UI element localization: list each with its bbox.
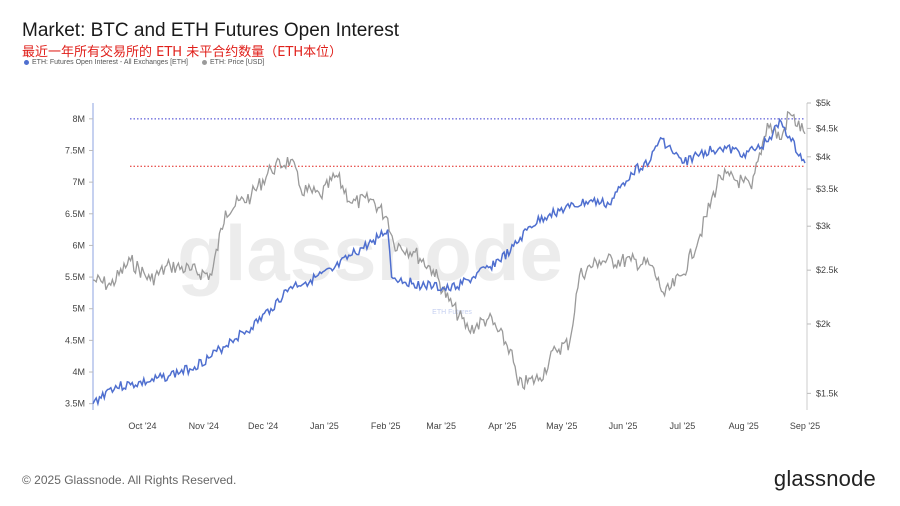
watermark: glassnode <box>177 209 563 297</box>
copyright: © 2025 Glassnode. All Rights Reserved. <box>22 473 237 487</box>
watermark-sub: ETH Futures <box>432 309 472 316</box>
y-right-tick-4: $3.5k <box>816 184 839 194</box>
legend: ETH: Futures Open Interest - All Exchang… <box>24 59 264 66</box>
reference-lines <box>130 118 805 167</box>
x-tick-10: Aug '25 <box>729 421 759 431</box>
y-right-tick-1: $2k <box>816 319 831 329</box>
x-tick-2: Dec '24 <box>248 421 278 431</box>
y-left-tick-5: 6M <box>72 240 85 250</box>
x-tick-6: Apr '25 <box>488 421 516 431</box>
x-tick-8: Jun '25 <box>609 421 638 431</box>
y-left-tick-8: 7.5M <box>65 145 85 155</box>
y-left-tick-2: 4.5M <box>65 335 85 345</box>
legend-swatch-oi <box>24 60 29 65</box>
x-tick-5: Mar '25 <box>426 421 456 431</box>
x-tick-9: Jul '25 <box>670 421 696 431</box>
legend-label-price: ETH: Price [USD] <box>210 59 265 66</box>
glassnode-logo[interactable]: glassnode <box>773 466 876 491</box>
y-left-tick-9: 8M <box>72 114 85 124</box>
y-right-tick-3: $3k <box>816 221 831 231</box>
y-left-tick-6: 6.5M <box>65 209 85 219</box>
y-right-tick-0: $1.5k <box>816 388 839 398</box>
x-tick-7: May '25 <box>546 421 577 431</box>
chart-title: Market: BTC and ETH Futures Open Interes… <box>22 20 399 41</box>
y-right-tick-6: $4.5k <box>816 123 839 133</box>
x-tick-4: Feb '25 <box>371 421 401 431</box>
y-right-tick-5: $4k <box>816 152 831 162</box>
x-tick-0: Oct '24 <box>128 421 156 431</box>
y-left-tick-1: 4M <box>72 367 85 377</box>
x-tick-3: Jan '25 <box>310 421 339 431</box>
price-series-line <box>92 110 806 391</box>
legend-label-oi: ETH: Futures Open Interest - All Exchang… <box>32 59 189 66</box>
oi-series-line <box>92 117 806 407</box>
x-tick-11: Sep '25 <box>790 421 820 431</box>
legend-item-price[interactable]: ETH: Price [USD] <box>202 59 264 66</box>
x-tick-1: Nov '24 <box>189 421 219 431</box>
y-left-tick-0: 3.5M <box>65 399 85 409</box>
y-axis-left: 3.5M 4M 4.5M 5M 5.5M 6M 6.5M 7M 7.5M 8M <box>65 114 93 409</box>
y-left-tick-7: 7M <box>72 177 85 187</box>
legend-item-oi[interactable]: ETH: Futures Open Interest - All Exchang… <box>24 59 188 66</box>
y-left-tick-3: 5M <box>72 304 85 314</box>
y-left-tick-4: 5.5M <box>65 272 85 282</box>
chart-subtitle: 最近一年所有交易所的 ETH 未平合约数量（ETH本位） <box>22 45 343 60</box>
y-right-tick-7: $5k <box>816 98 831 108</box>
legend-swatch-price <box>202 60 208 65</box>
y-axis-right: $1.5k $2k $2.5k $3k $3.5k $4k $4.5k $5k <box>807 98 839 398</box>
y-right-tick-2: $2.5k <box>816 265 839 275</box>
x-axis: Oct '24 Nov '24 Dec '24 Jan '25 Feb '25 Mar '… <box>128 421 820 431</box>
